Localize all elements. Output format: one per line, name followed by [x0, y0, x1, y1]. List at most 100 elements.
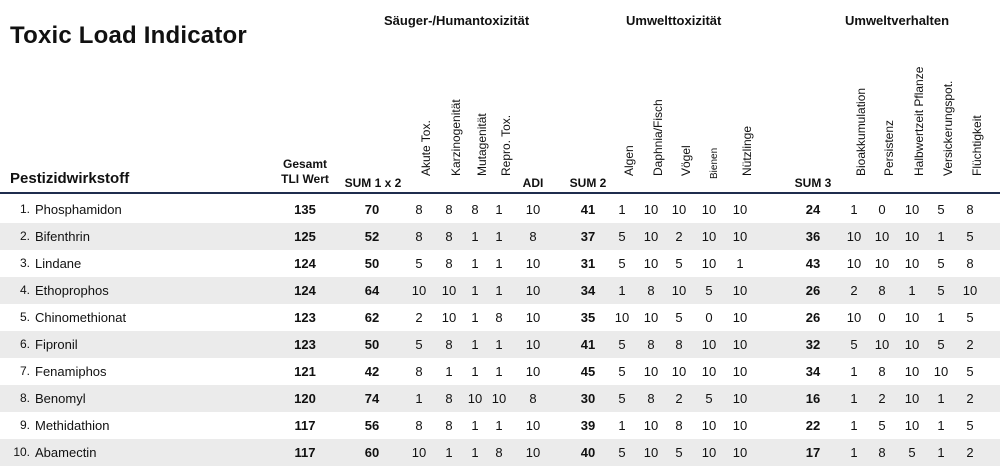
- cell-akut: 10: [411, 445, 427, 460]
- cell-sum2: 30: [580, 391, 596, 406]
- table-row: 3. Lindane 124 50 5 8 1 1 10 31 5 10 5 10 1 43 10 10 10 5 8: [0, 250, 1000, 277]
- cell-tli: 135: [294, 202, 316, 217]
- cell-voegel: 10: [671, 202, 687, 217]
- cell-bioak: 1: [850, 445, 858, 460]
- cell-voegel: 2: [675, 229, 683, 244]
- column-header-akute-tox: Akute Tox.: [419, 120, 433, 176]
- cell-akut: 8: [415, 364, 423, 379]
- cell-tli: 117: [294, 445, 316, 460]
- column-header-halbwertzeit-pflanze: Halbwertzeit Pflanze: [912, 66, 926, 176]
- cell-fluecht: 5: [966, 229, 974, 244]
- cell-repro: 1: [495, 418, 503, 433]
- cell-rank: 2.: [19, 229, 30, 243]
- cell-bienen: 10: [701, 202, 717, 217]
- cell-repro: 1: [495, 256, 503, 271]
- cell-repro: 1: [495, 229, 503, 244]
- column-header-nuetzlinge: Nützlinge: [740, 125, 754, 176]
- cell-nuetz: 10: [732, 364, 748, 379]
- cell-sum1: 42: [364, 364, 380, 379]
- column-header-voegel: Vögel: [679, 145, 693, 176]
- cell-sum1: 50: [364, 337, 380, 352]
- cell-nuetz: 10: [732, 337, 748, 352]
- cell-voegel: 10: [671, 364, 687, 379]
- table-row: 9. Methidathion 117 56 8 8 1 1 10 39 1 10 8 10 10 22 1 5 1…: [0, 412, 1000, 439]
- column-header-sum3: SUM 3: [794, 176, 832, 190]
- cell-sum1: 74: [364, 391, 380, 406]
- cell-bienen: 0: [705, 310, 713, 325]
- cell-rank: 8.: [19, 391, 30, 405]
- cell-sum3: 26: [805, 310, 821, 325]
- cell-bienen: 10: [701, 229, 717, 244]
- cell-nuetz: 10: [732, 202, 748, 217]
- cell-sum3: 43: [805, 256, 821, 271]
- cell-repro: 1: [495, 283, 503, 298]
- cell-halb: 10: [904, 418, 920, 433]
- cell-fluecht: 8: [966, 202, 974, 217]
- cell-daphnia: 8: [647, 391, 655, 406]
- cell-pers: 8: [878, 283, 886, 298]
- cell-pers: 0: [878, 310, 886, 325]
- page-title: Toxic Load Indicator: [10, 22, 247, 49]
- cell-versick: 5: [937, 256, 945, 271]
- cell-karz: 10: [441, 283, 457, 298]
- cell-bioak: 10: [846, 229, 862, 244]
- cell-nuetz: 10: [732, 445, 748, 460]
- cell-algen: 5: [618, 256, 626, 271]
- cell-muta: 1: [471, 364, 479, 379]
- cell-sum2: 35: [580, 310, 596, 325]
- cell-sum1: 70: [364, 202, 380, 217]
- cell-bioak: 5: [850, 337, 858, 352]
- cell-sum3: 36: [805, 229, 821, 244]
- cell-name: Phosphamidon: [35, 202, 122, 217]
- cell-adi: 10: [525, 283, 541, 298]
- cell-versick: 5: [937, 202, 945, 217]
- cell-nuetz: 10: [732, 229, 748, 244]
- table-row: 6. Fipronil 123 50 5 8 1 1 10 41 5 8 8 10 10 32 5 10 10 5 2: [0, 331, 1000, 358]
- cell-sum3: 26: [805, 283, 821, 298]
- cell-halb: 1: [908, 283, 916, 298]
- cell-adi: 10: [525, 364, 541, 379]
- cell-pers: 5: [878, 418, 886, 433]
- cell-daphnia: 10: [643, 364, 659, 379]
- cell-tli: 117: [294, 418, 316, 433]
- cell-fluecht: 2: [966, 337, 974, 352]
- cell-tli: 121: [294, 364, 316, 379]
- cell-sum1: 64: [364, 283, 380, 298]
- cell-adi: 10: [525, 310, 541, 325]
- cell-karz: 8: [445, 256, 453, 271]
- cell-algen: 1: [618, 418, 626, 433]
- column-header-daphnia-fisch: Daphnia/Fisch: [651, 99, 665, 176]
- cell-halb: 10: [904, 256, 920, 271]
- cell-repro: 1: [495, 364, 503, 379]
- cell-rank: 3.: [19, 256, 30, 270]
- cell-pers: 8: [878, 445, 886, 460]
- cell-karz: 10: [441, 310, 457, 325]
- cell-voegel: 5: [675, 310, 683, 325]
- cell-karz: 8: [445, 229, 453, 244]
- cell-tli: 123: [294, 310, 316, 325]
- data-table: 1. Phosphamidon 135 70 8 8 8 1 10 41 1 10 10 10 10 24 1 0…: [0, 196, 1000, 466]
- cell-bienen: 10: [701, 445, 717, 460]
- cell-versick: 1: [937, 391, 945, 406]
- cell-nuetz: 10: [732, 310, 748, 325]
- cell-karz: 1: [445, 445, 453, 460]
- cell-karz: 8: [445, 418, 453, 433]
- cell-fluecht: 8: [966, 256, 974, 271]
- cell-name: Abamectin: [35, 445, 97, 460]
- cell-algen: 1: [618, 202, 626, 217]
- cell-sum2: 45: [580, 364, 596, 379]
- cell-akut: 1: [415, 391, 423, 406]
- cell-versick: 1: [937, 229, 945, 244]
- cell-adi: 10: [525, 256, 541, 271]
- cell-algen: 5: [618, 391, 626, 406]
- table-row: 10. Abamectin 117 60 10 1 1 8 10 40 5 10 5 10 10 17 1 8 5 1…: [0, 439, 1000, 466]
- column-header-adi: ADI: [522, 176, 544, 190]
- column-header-tli: Gesamt TLI Wert: [270, 157, 340, 187]
- cell-sum3: 17: [805, 445, 821, 460]
- cell-bioak: 1: [850, 202, 858, 217]
- cell-karz: 8: [445, 391, 453, 406]
- cell-algen: 5: [618, 364, 626, 379]
- cell-rank: 9.: [19, 418, 30, 432]
- cell-name: Lindane: [35, 256, 82, 271]
- cell-bienen: 10: [701, 337, 717, 352]
